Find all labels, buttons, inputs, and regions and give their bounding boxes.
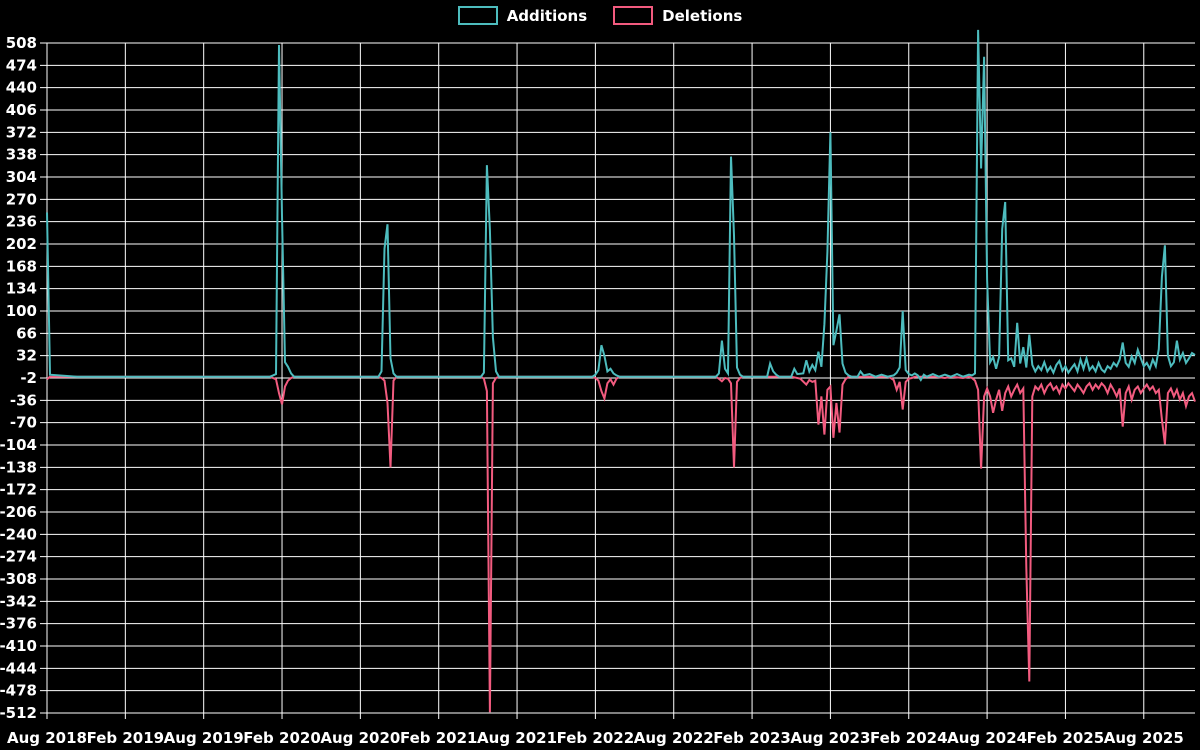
x-tick-label: Feb 2022	[557, 729, 635, 747]
y-tick-label: -2	[20, 369, 37, 387]
deletions-line	[46, 375, 1196, 713]
x-tick-label: Aug 2024	[947, 729, 1027, 747]
x-tick-label: Aug 2018	[7, 729, 87, 747]
y-tick-label: 168	[6, 257, 37, 275]
deletions-swatch-icon	[613, 6, 654, 25]
y-tick-label: -444	[0, 659, 37, 677]
y-tick-label: 372	[6, 123, 37, 141]
y-tick-label: -172	[0, 481, 37, 499]
y-tick-label: -206	[0, 503, 37, 521]
y-tick-label: -410	[0, 637, 37, 655]
y-tick-label: 338	[6, 146, 37, 164]
y-tick-label: 100	[6, 302, 37, 320]
y-tick-label: 202	[6, 235, 37, 253]
y-tick-label: -478	[0, 682, 37, 700]
y-tick-label: 236	[6, 213, 37, 231]
chart-legend: Additions Deletions	[0, 6, 1200, 25]
y-tick-label: -70	[10, 414, 37, 432]
y-tick-label: 406	[6, 101, 37, 119]
x-tick-label: Feb 2019	[87, 729, 165, 747]
legend-item-deletions[interactable]: Deletions	[613, 6, 742, 25]
y-tick-label: 440	[6, 79, 37, 97]
additions-swatch-icon	[457, 6, 498, 25]
x-tick-label: Feb 2021	[400, 729, 478, 747]
x-tick-label: Aug 2020	[320, 729, 400, 747]
x-tick-label: Aug 2021	[477, 729, 557, 747]
x-tick-label: Aug 2025	[1104, 729, 1184, 747]
y-tick-label: -138	[0, 458, 37, 476]
legend-item-additions[interactable]: Additions	[457, 6, 588, 25]
x-tick-label: Aug 2022	[634, 729, 714, 747]
y-tick-label: -512	[0, 704, 37, 722]
x-tick-label: Feb 2023	[713, 729, 791, 747]
y-tick-label: 474	[6, 56, 37, 74]
x-tick-label: Feb 2025	[1027, 729, 1105, 747]
y-tick-label: -342	[0, 592, 37, 610]
y-tick-label: 508	[6, 34, 37, 52]
y-tick-label: -36	[10, 391, 37, 409]
x-tick-label: Feb 2024	[870, 729, 948, 747]
y-tick-label: -308	[0, 570, 37, 588]
x-tick-label: Aug 2023	[790, 729, 870, 747]
x-tick-label: Aug 2019	[164, 729, 244, 747]
additions-line	[46, 29, 1196, 382]
y-tick-label: -104	[0, 436, 37, 454]
x-tick-label: Feb 2020	[243, 729, 321, 747]
y-tick-label: 32	[16, 347, 37, 365]
y-tick-label: 134	[6, 280, 37, 298]
y-tick-label: 270	[6, 190, 37, 208]
y-tick-label: 304	[6, 168, 37, 186]
legend-label-additions: Additions	[506, 6, 588, 25]
y-tick-label: -376	[0, 615, 37, 633]
y-tick-label: -240	[0, 525, 37, 543]
y-tick-label: -274	[0, 548, 37, 566]
legend-label-deletions: Deletions	[662, 6, 743, 25]
y-tick-label: 66	[16, 324, 37, 342]
